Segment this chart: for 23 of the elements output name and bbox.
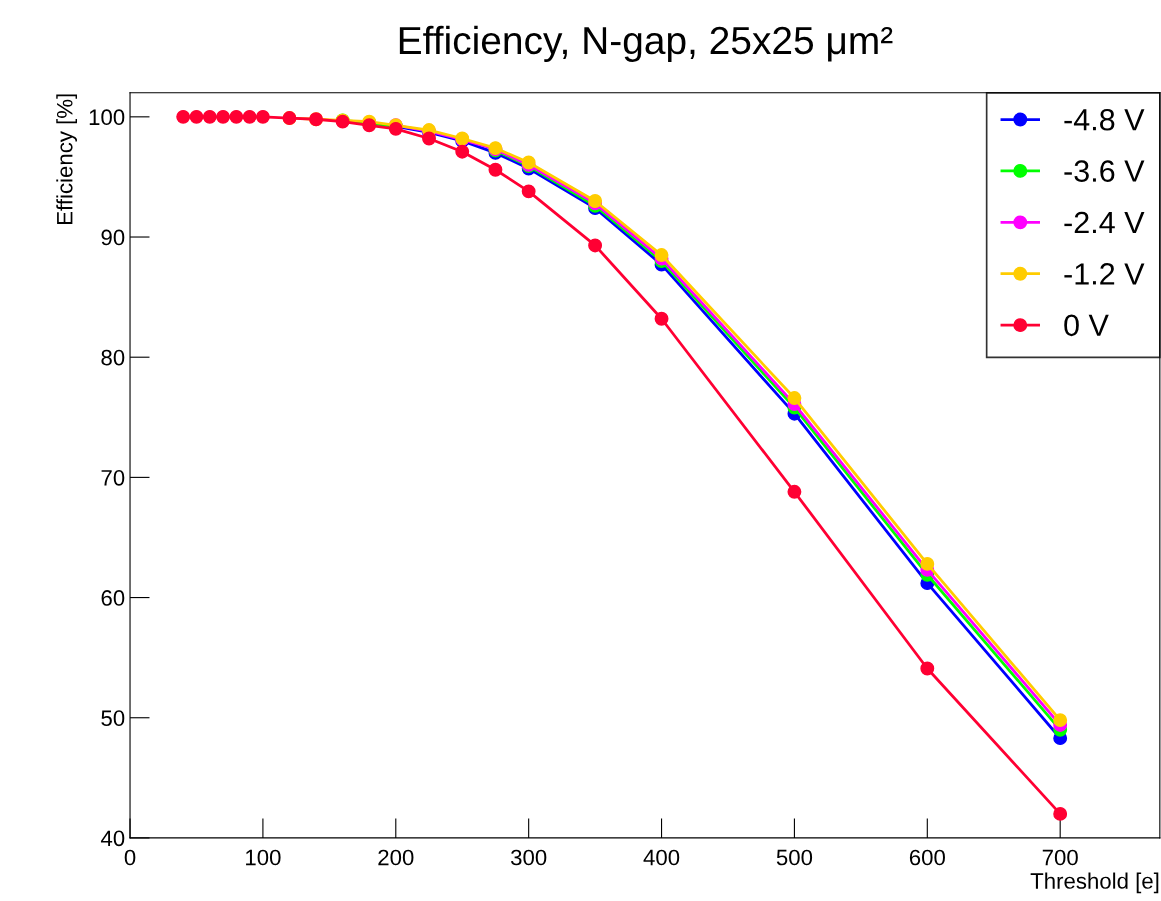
y-tick-label: 80: [101, 349, 125, 366]
x-tick-label: 700: [1042, 849, 1078, 866]
x-tick-label: 500: [776, 849, 813, 866]
x-tick-label: 0: [124, 849, 136, 866]
x-tick-label: 600: [909, 849, 945, 866]
y-axis-title: Efficiency [%]: [56, 94, 77, 224]
y-tick-label: 100: [89, 109, 125, 126]
x-tick-label: 200: [378, 849, 414, 866]
y-tick-label: 40: [100, 830, 125, 847]
y-tick-label: 60: [101, 590, 125, 606]
legend-label: -1.2 V: [1064, 263, 1145, 285]
chart-title: Efficiency, N-gap, 25x25 μm²: [399, 25, 893, 62]
x-tick-label: 100: [246, 849, 281, 866]
legend-label: -2.4 V: [1064, 211, 1145, 234]
y-tick-label: 70: [101, 469, 125, 486]
y-tick-label: 90: [101, 229, 125, 246]
x-tick-label: 300: [510, 849, 547, 866]
legend-label: -3.6 V: [1064, 160, 1145, 182]
legend-label: 0 V: [1064, 314, 1109, 337]
y-tick-label: 50: [101, 710, 125, 727]
x-tick-label: 400: [643, 849, 680, 866]
x-axis-title: Threshold [e]: [1030, 872, 1159, 894]
legend-label: -4.8 V: [1064, 108, 1145, 131]
